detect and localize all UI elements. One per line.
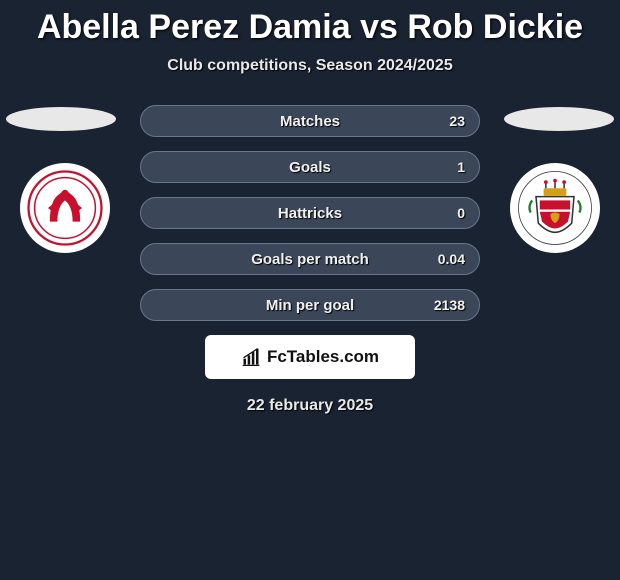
comparison-content: Matches 23 Goals 1 Hattricks 0 Goals per… xyxy=(0,105,620,415)
stat-row-hattricks: Hattricks 0 xyxy=(140,197,480,229)
player-avatar-left xyxy=(6,107,116,131)
stat-row-goals: Goals 1 xyxy=(140,151,480,183)
stat-label: Matches xyxy=(280,113,340,130)
date-label: 22 february 2025 xyxy=(0,397,620,415)
middlesbrough-icon xyxy=(27,170,103,246)
stat-label: Goals xyxy=(289,159,331,176)
stat-right-value: 23 xyxy=(449,113,465,129)
stat-label: Min per goal xyxy=(266,297,354,314)
player-avatar-right xyxy=(504,107,614,131)
bristol-city-icon xyxy=(517,170,593,246)
club-badge-right xyxy=(510,163,600,253)
stat-label: Hattricks xyxy=(278,205,342,222)
subtitle: Club competitions, Season 2024/2025 xyxy=(0,57,620,75)
stat-row-min-per-goal: Min per goal 2138 xyxy=(140,289,480,321)
source-logo[interactable]: FcTables.com xyxy=(205,335,415,379)
stat-right-value: 0 xyxy=(457,205,465,221)
page-title: Abella Perez Damia vs Rob Dickie xyxy=(0,0,620,47)
bar-chart-icon xyxy=(241,347,261,367)
stat-right-value: 0.04 xyxy=(438,251,465,267)
stat-right-value: 2138 xyxy=(434,297,465,313)
club-badge-left xyxy=(20,163,110,253)
logo-text: FcTables.com xyxy=(267,347,379,367)
stat-right-value: 1 xyxy=(457,159,465,175)
stat-row-goals-per-match: Goals per match 0.04 xyxy=(140,243,480,275)
stat-label: Goals per match xyxy=(251,251,369,268)
stat-row-matches: Matches 23 xyxy=(140,105,480,137)
stats-list: Matches 23 Goals 1 Hattricks 0 Goals per… xyxy=(140,105,480,321)
